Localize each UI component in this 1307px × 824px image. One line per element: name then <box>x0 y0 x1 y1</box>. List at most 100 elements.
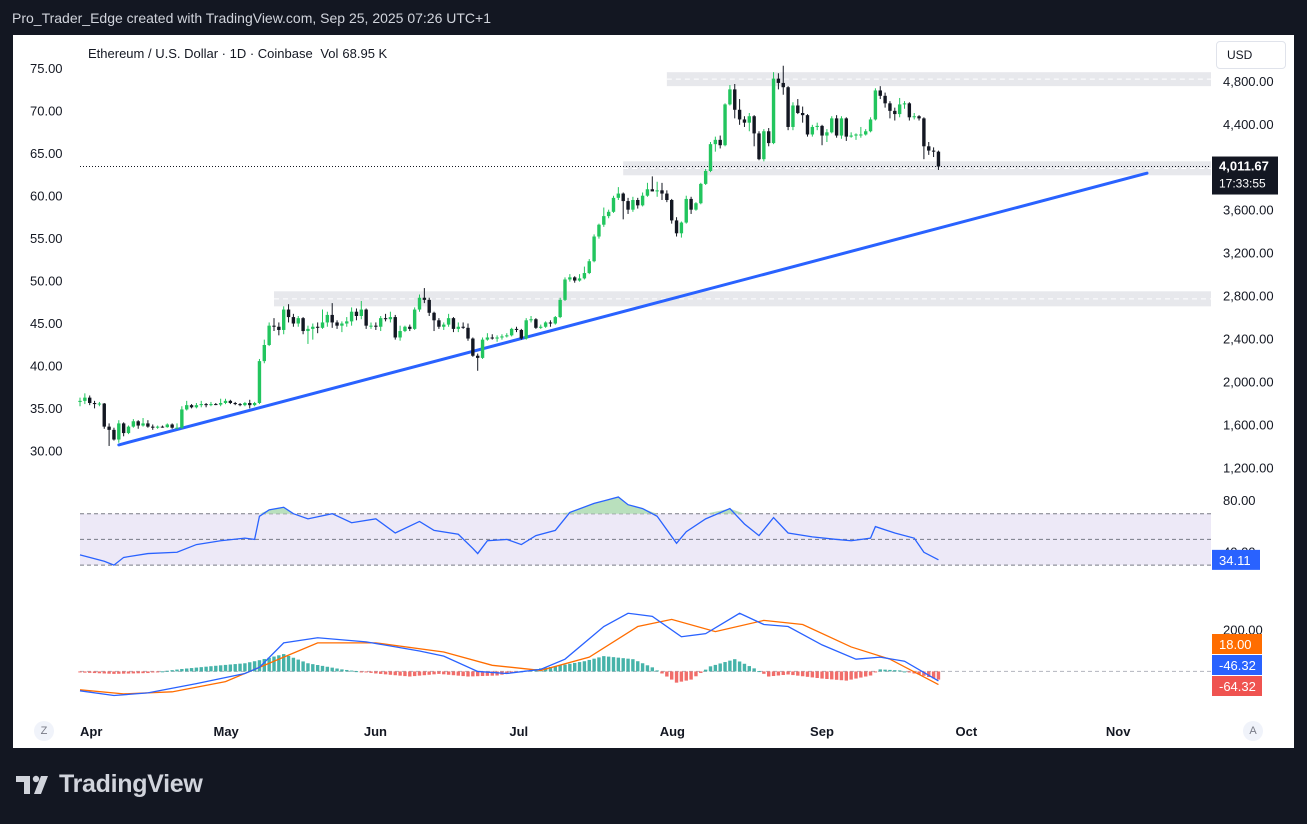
candle-body <box>897 104 902 115</box>
candle <box>160 425 165 428</box>
candle <box>252 401 257 407</box>
candle <box>257 358 262 405</box>
candle <box>815 122 819 131</box>
candle <box>170 423 174 429</box>
candle <box>412 307 417 330</box>
candle-body <box>733 89 737 110</box>
macd-histogram-bar <box>621 658 625 672</box>
candle-body <box>611 197 616 212</box>
candle-body <box>776 78 781 83</box>
candle-body <box>922 118 926 147</box>
candle <box>893 107 897 121</box>
macd-histogram-bar <box>902 671 907 673</box>
left-axis-tick: 70.00 <box>30 104 63 119</box>
currency-button[interactable]: USD <box>1216 41 1286 69</box>
macd-histogram-bar <box>723 662 727 672</box>
candle <box>194 403 199 409</box>
candle <box>393 314 397 340</box>
candle <box>480 337 485 359</box>
symbol-label[interactable]: Ethereum / U.S. Dollar · 1D · Coinbase <box>88 46 313 61</box>
candle <box>442 322 446 330</box>
candle <box>616 187 621 200</box>
chart-panel[interactable]: 4,800.004,400.004,000.003,600.003,200.00… <box>13 35 1294 748</box>
tradingview-logo[interactable]: TradingView <box>15 770 203 799</box>
candle <box>374 322 378 330</box>
candle <box>291 313 296 327</box>
candle-body <box>679 222 684 234</box>
macd-line <box>79 612 939 697</box>
candle <box>112 427 116 441</box>
candle-body <box>340 323 344 326</box>
candle-body <box>412 309 417 329</box>
macd-histogram-bar <box>393 671 397 676</box>
candle-body <box>296 318 300 324</box>
macd-histogram-bar <box>897 670 902 672</box>
candle-body <box>834 118 839 136</box>
macd-histogram-label-badge <box>1212 634 1262 654</box>
candle-body <box>320 322 325 328</box>
candle <box>674 217 679 237</box>
candle <box>611 195 616 213</box>
candle-body <box>155 426 160 428</box>
macd-value-label: -46.32 <box>1219 658 1256 673</box>
chart-canvas[interactable]: 4,800.004,400.004,000.003,600.003,200.00… <box>13 35 1294 748</box>
candle-body <box>146 423 150 427</box>
macd-histogram-bar <box>825 671 829 679</box>
candle-body <box>403 326 407 332</box>
time-axis-tick: Nov <box>1106 724 1131 739</box>
candle <box>650 176 654 192</box>
candle-body <box>432 312 436 321</box>
rsi-layer <box>79 496 1211 566</box>
candle-body <box>568 277 572 280</box>
macd-histogram-bar <box>742 663 747 672</box>
macd-histogram-bar <box>233 664 237 672</box>
candle-body <box>466 327 470 339</box>
candle <box>577 274 582 282</box>
candle <box>548 320 553 327</box>
candle-body <box>335 322 339 326</box>
candle <box>558 297 562 319</box>
macd-histogram-bar <box>728 660 732 672</box>
candle <box>636 197 640 209</box>
auto-zoom-button[interactable]: Z <box>34 721 54 741</box>
candle-body <box>563 279 567 300</box>
candle-body <box>315 326 320 328</box>
candle-body <box>175 427 179 429</box>
auto-scale-button[interactable]: A <box>1243 721 1263 741</box>
macd-histogram-bar <box>301 661 305 672</box>
candle-body <box>286 309 291 318</box>
candle-body <box>737 109 742 120</box>
macd-histogram-bar <box>553 666 557 672</box>
candle <box>849 132 853 138</box>
candles-layer <box>78 65 941 446</box>
macd-histogram-bar <box>917 671 921 675</box>
candle-body <box>117 423 121 440</box>
macd-histogram-bar <box>306 663 310 672</box>
macd-histogram-bar <box>199 667 203 672</box>
candle-body <box>825 132 829 136</box>
candle <box>645 182 650 197</box>
macd-histogram-bar <box>97 671 102 674</box>
candle-body <box>757 133 761 160</box>
candle-body <box>485 337 490 340</box>
macd-histogram-bar <box>461 671 465 677</box>
candle <box>432 311 436 332</box>
macd-histogram-bar <box>78 671 82 673</box>
macd-histogram-bar <box>490 671 494 676</box>
price-axis-tick: 1,600.00 <box>1223 418 1274 433</box>
candle <box>146 420 150 428</box>
macd-histogram-bar <box>345 669 349 672</box>
candle <box>451 317 456 333</box>
candle-body <box>480 339 485 358</box>
candle-body <box>592 236 596 262</box>
macd-histogram-bar <box>92 671 97 674</box>
candle <box>640 192 645 207</box>
candle <box>873 88 878 121</box>
left-axis-tick: 65.00 <box>30 146 63 161</box>
macd-histogram-bar <box>568 663 572 672</box>
macd-histogram-bar <box>616 657 621 672</box>
candle-body <box>471 338 475 356</box>
candle <box>354 308 359 321</box>
candle <box>592 234 596 263</box>
candle <box>514 326 519 333</box>
